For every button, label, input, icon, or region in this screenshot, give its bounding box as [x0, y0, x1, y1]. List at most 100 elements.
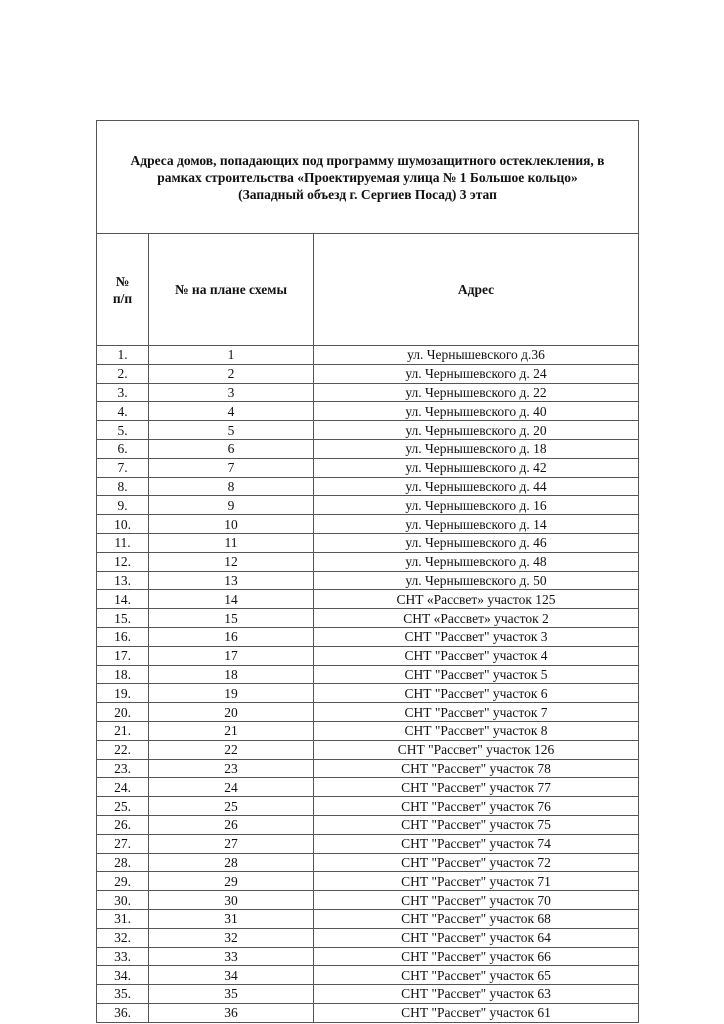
table-row: 4. 4 ул. Чернышевского д. 40: [96, 401, 639, 422]
cell-index: 30.: [96, 890, 149, 910]
cell-address: ул. Чернышевского д. 18: [313, 438, 639, 459]
table-row: 10. 10 ул. Чернышевского д. 14: [96, 514, 639, 534]
cell-index: 33.: [96, 946, 149, 967]
cell-index: 34.: [96, 965, 149, 986]
cell-plan-number: 24: [148, 777, 314, 798]
cell-index: 23.: [96, 758, 149, 779]
table-row: 6. 6 ул. Чернышевского д. 18: [96, 438, 639, 459]
cell-address: СНТ "Рассвет" участок 76: [313, 796, 639, 816]
table-row: 25. 25 СНТ "Рассвет" участок 76: [96, 796, 639, 816]
cell-index: 25.: [96, 796, 149, 816]
cell-plan-number: 33: [148, 946, 314, 967]
table-row: 31. 31 СНТ "Рассвет" участок 68: [96, 908, 639, 929]
cell-plan-number: 3: [148, 382, 314, 403]
cell-plan-number: 19: [148, 683, 314, 704]
table-row: 3. 3 ул. Чернышевского д. 22: [96, 382, 639, 403]
table-row: 2. 2 ул. Чернышевского д. 24: [96, 363, 639, 384]
cell-plan-number: 27: [148, 833, 314, 854]
table-row: 9. 9 ул. Чернышевского д. 16: [96, 495, 639, 516]
cell-index: 6.: [96, 438, 149, 459]
cell-index: 35.: [96, 984, 149, 1004]
cell-address: ул. Чернышевского д. 42: [313, 457, 639, 478]
cell-index: 29.: [96, 871, 149, 892]
cell-plan-number: 28: [148, 852, 314, 873]
cell-address: СНТ "Рассвет" участок 74: [313, 833, 639, 854]
header-num-line: п/п: [112, 290, 133, 306]
table-row: 35. 35 СНТ "Рассвет" участок 63: [96, 984, 639, 1004]
cell-address: СНТ "Рассвет" участок 4: [313, 645, 639, 666]
cell-plan-number: 15: [148, 608, 314, 628]
cell-plan-number: 13: [148, 570, 314, 591]
cell-plan-number: 25: [148, 796, 314, 816]
title-row: Адреса домов, попадающих под программу ш…: [96, 120, 639, 234]
cell-address: ул. Чернышевского д. 16: [313, 495, 639, 516]
cell-plan-number: 35: [148, 984, 314, 1004]
table-row: 34. 34 СНТ "Рассвет" участок 65: [96, 965, 639, 986]
cell-plan-number: 21: [148, 720, 314, 741]
cell-index: 15.: [96, 608, 149, 628]
cell-index: 16.: [96, 626, 149, 647]
cell-address: ул. Чернышевского д. 40: [313, 401, 639, 422]
cell-index: 11.: [96, 532, 149, 553]
cell-index: 20.: [96, 702, 149, 722]
cell-plan-number: 11: [148, 532, 314, 553]
table-row: 26. 26 СНТ "Рассвет" участок 75: [96, 814, 639, 835]
cell-index: 27.: [96, 833, 149, 854]
table-row: 11. 11 ул. Чернышевского д. 46: [96, 532, 639, 553]
table-row: 36. 36 СНТ "Рассвет" участок 61: [96, 1002, 639, 1023]
table-row: 23. 23 СНТ "Рассвет" участок 78: [96, 758, 639, 779]
cell-plan-number: 6: [148, 438, 314, 459]
cell-address: СНТ "Рассвет" участок 78: [313, 758, 639, 779]
cell-address: ул. Чернышевского д. 20: [313, 420, 639, 440]
table-row: 14. 14 СНТ «Рассвет» участок 125: [96, 589, 639, 610]
table-row: 24. 24 СНТ "Рассвет" участок 77: [96, 777, 639, 798]
table-row: 30. 30 СНТ "Рассвет" участок 70: [96, 890, 639, 910]
cell-address: СНТ «Рассвет» участок 125: [313, 589, 639, 610]
table-row: 8. 8 ул. Чернышевского д. 44: [96, 476, 639, 497]
cell-address: СНТ "Рассвет" участок 71: [313, 871, 639, 892]
cell-index: 32.: [96, 927, 149, 948]
cell-address: СНТ "Рассвет" участок 70: [313, 890, 639, 910]
table-row: 20. 20 СНТ "Рассвет" участок 7: [96, 702, 639, 722]
cell-index: 24.: [96, 777, 149, 798]
cell-plan-number: 1: [148, 345, 314, 365]
cell-plan-number: 10: [148, 514, 314, 534]
cell-index: 12.: [96, 551, 149, 572]
cell-index: 19.: [96, 683, 149, 704]
cell-plan-number: 16: [148, 626, 314, 647]
cell-index: 8.: [96, 476, 149, 497]
cell-address: ул. Чернышевского д. 24: [313, 363, 639, 384]
cell-plan-number: 7: [148, 457, 314, 478]
table-row: 27. 27 СНТ "Рассвет" участок 74: [96, 833, 639, 854]
cell-address: ул. Чернышевского д. 46: [313, 532, 639, 553]
cell-index: 22.: [96, 739, 149, 760]
cell-index: 13.: [96, 570, 149, 591]
cell-plan-number: 30: [148, 890, 314, 910]
table-row: 1. 1 ул. Чернышевского д.36: [96, 345, 639, 365]
cell-address: СНТ "Рассвет" участок 61: [313, 1002, 639, 1023]
cell-plan-number: 17: [148, 645, 314, 666]
cell-address: ул. Чернышевского д. 44: [313, 476, 639, 497]
cell-plan-number: 36: [148, 1002, 314, 1023]
table-row: 28. 28 СНТ "Рассвет" участок 72: [96, 852, 639, 873]
cell-plan-number: 34: [148, 965, 314, 986]
cell-plan-number: 12: [148, 551, 314, 572]
cell-plan-number: 2: [148, 363, 314, 384]
cell-address: СНТ "Рассвет" участок 5: [313, 664, 639, 685]
table-row: 32. 32 СНТ "Рассвет" участок 64: [96, 927, 639, 948]
cell-plan-number: 29: [148, 871, 314, 892]
table-title: Адреса домов, попадающих под программу ш…: [96, 120, 639, 234]
title-line: Адреса домов, попадающих под программу ш…: [130, 152, 605, 168]
cell-index: 10.: [96, 514, 149, 534]
cell-address: СНТ "Рассвет" участок 7: [313, 702, 639, 722]
table-row: 18. 18 СНТ "Рассвет" участок 5: [96, 664, 639, 685]
cell-address: СНТ "Рассвет" участок 3: [313, 626, 639, 647]
title-line: (Западный объезд г. Сергиев Посад) 3 эта…: [238, 186, 497, 202]
table-row: 19. 19 СНТ "Рассвет" участок 6: [96, 683, 639, 704]
cell-address: СНТ "Рассвет" участок 64: [313, 927, 639, 948]
cell-address: ул. Чернышевского д. 14: [313, 514, 639, 534]
cell-plan-number: 32: [148, 927, 314, 948]
table-row: 33. 33 СНТ "Рассвет" участок 66: [96, 946, 639, 967]
cell-index: 26.: [96, 814, 149, 835]
header-num-line: №: [115, 273, 130, 289]
